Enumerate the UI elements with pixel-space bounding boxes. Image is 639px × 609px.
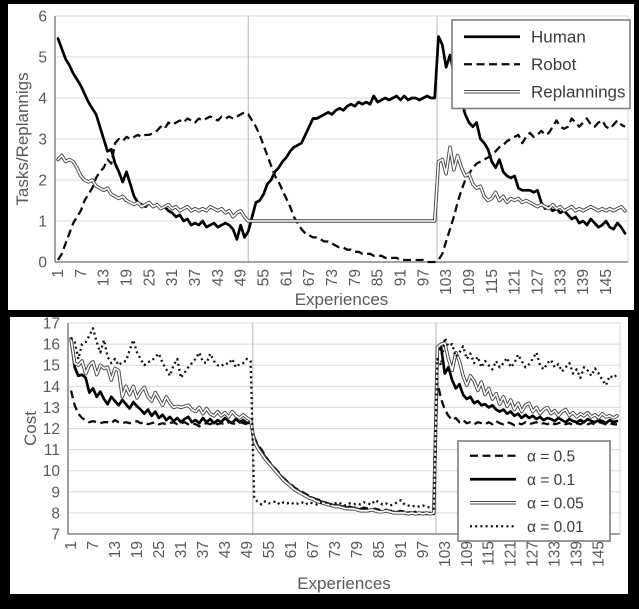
x-tick-label: 31 — [173, 541, 190, 558]
x-tick-label: 13 — [96, 269, 113, 286]
legend-label-0-05: α = 0.05 — [527, 495, 584, 512]
x-tick-label: 7 — [85, 541, 102, 550]
x-tick-label: 67 — [301, 269, 318, 286]
legend-label-replannings: Replannings — [531, 82, 626, 101]
x-tick-label: 97 — [415, 269, 432, 286]
x-tick-label: 7 — [73, 269, 90, 278]
y-tick-label: 2 — [38, 173, 47, 190]
y-tick-labels: 7 8 9 10 11 12 13 14 15 16 17 — [43, 317, 61, 544]
x-tick-labels: 1 7 13 19 25 31 37 43 49 55 61 67 73 79 85 91 97 103 109 11… — [63, 541, 608, 567]
y-tick-label: 6 — [38, 9, 47, 26]
x-tick-label: 115 — [484, 269, 501, 294]
y-tick-label: 4 — [38, 91, 47, 108]
x-tick-label: 91 — [392, 269, 409, 286]
x-tick-label: 25 — [141, 269, 158, 286]
y-tick-label: 7 — [51, 527, 60, 544]
legend-label-0-01: α = 0.01 — [527, 519, 584, 536]
x-tick-label: 73 — [327, 541, 344, 558]
x-tick-label: 127 — [529, 269, 546, 295]
x-tick-label: 49 — [233, 269, 250, 286]
x-tick-label: 25 — [151, 541, 168, 558]
series-replannings — [56, 145, 627, 223]
cost-chart-panel: 7 8 9 10 11 12 13 14 15 16 17 1 7 13 19 25 31 37 43 49 55 61 6… — [10, 317, 628, 594]
x-tick-label: 1 — [50, 269, 67, 278]
x-axis-title: Experiences — [295, 290, 389, 309]
x-tick-label: 61 — [283, 541, 300, 558]
x-tick-label: 55 — [255, 269, 272, 286]
x-tick-label: 139 — [569, 541, 586, 567]
x-tick-label: 19 — [129, 541, 146, 558]
y-tick-label: 14 — [43, 379, 61, 396]
x-tick-label: 145 — [598, 269, 615, 295]
y-tick-label: 16 — [43, 337, 60, 354]
x-tick-label: 37 — [195, 541, 212, 558]
x-tick-label: 103 — [437, 541, 454, 567]
x-tick-label: 19 — [118, 269, 135, 286]
y-tick-label: 10 — [43, 463, 61, 480]
x-tick-label: 79 — [349, 541, 366, 558]
legend: α = 0.5 α = 0.1 α = 0.05 α = 0.01 — [457, 440, 611, 542]
x-tick-label: 97 — [415, 541, 432, 558]
y-tick-label: 15 — [43, 358, 60, 375]
x-tick-label: 121 — [507, 269, 524, 295]
y-tick-label: 17 — [43, 317, 60, 333]
series-0-01 — [70, 327, 618, 510]
legend-label-robot: Robot — [531, 55, 577, 74]
y-tick-label: 5 — [38, 50, 47, 67]
x-tick-label: 37 — [187, 269, 204, 286]
x-tick-label: 13 — [107, 541, 124, 558]
legend: Human Robot Replannings — [451, 19, 631, 110]
x-axis-title: Experiences — [297, 574, 391, 593]
y-tick-label: 8 — [51, 505, 60, 522]
x-tick-labels: 1 7 13 19 25 31 37 43 49 55 61 67 73 79 85 91 97 103 109 11… — [50, 269, 615, 295]
y-tick-label: 11 — [44, 442, 60, 459]
x-tick-label: 145 — [591, 541, 608, 567]
tasks-chart-panel: 0 1 2 3 4 5 6 1 7 13 19 25 31 37 43 49 55 61 67 73 79 85 91 97 1… — [8, 4, 634, 310]
x-tick-label: 115 — [481, 541, 498, 566]
x-tick-label: 73 — [324, 269, 341, 286]
series-robot — [57, 111, 626, 264]
x-tick-label: 133 — [552, 269, 569, 295]
y-axis-title: Cost — [21, 411, 40, 446]
x-tick-label: 103 — [438, 269, 455, 295]
y-tick-label: 1 — [38, 214, 47, 231]
x-tick-label: 109 — [459, 541, 476, 567]
series-0-05 — [69, 337, 619, 516]
legend-label-0-5: α = 0.5 — [527, 448, 575, 465]
x-tick-label: 61 — [278, 269, 295, 286]
x-tick-label: 109 — [461, 269, 478, 295]
x-tick-label: 67 — [305, 541, 322, 558]
x-tick-label: 1 — [63, 541, 80, 550]
x-tick-label: 55 — [261, 541, 278, 558]
y-tick-label: 13 — [43, 400, 60, 417]
y-tick-label: 9 — [51, 484, 60, 501]
cost-chart: 7 8 9 10 11 12 13 14 15 16 17 1 7 13 19 25 31 37 43 49 55 61 6… — [21, 317, 621, 593]
x-tick-label: 49 — [239, 541, 256, 558]
y-axis-title: Tasks/Replannigs — [13, 72, 32, 205]
x-tick-label: 85 — [371, 541, 388, 558]
x-tick-label: 43 — [217, 541, 234, 558]
y-tick-label: 12 — [43, 421, 60, 438]
series-0-5 — [69, 380, 617, 515]
x-tick-label: 85 — [370, 269, 387, 286]
x-tick-label: 91 — [393, 541, 410, 558]
x-tick-label: 31 — [164, 269, 181, 286]
y-tick-label: 0 — [38, 255, 47, 272]
x-tick-label: 127 — [525, 541, 542, 567]
y-tick-label: 3 — [38, 132, 47, 149]
x-tick-label: 139 — [575, 269, 592, 295]
x-tick-label: 133 — [547, 541, 564, 567]
x-tick-label: 79 — [347, 269, 364, 286]
legend-label-0-1: α = 0.1 — [527, 472, 575, 489]
x-tick-label: 121 — [503, 541, 520, 567]
x-tick-label: 43 — [210, 269, 227, 286]
legend-label-human: Human — [531, 27, 586, 46]
y-tick-labels: 0 1 2 3 4 5 6 — [38, 9, 47, 272]
